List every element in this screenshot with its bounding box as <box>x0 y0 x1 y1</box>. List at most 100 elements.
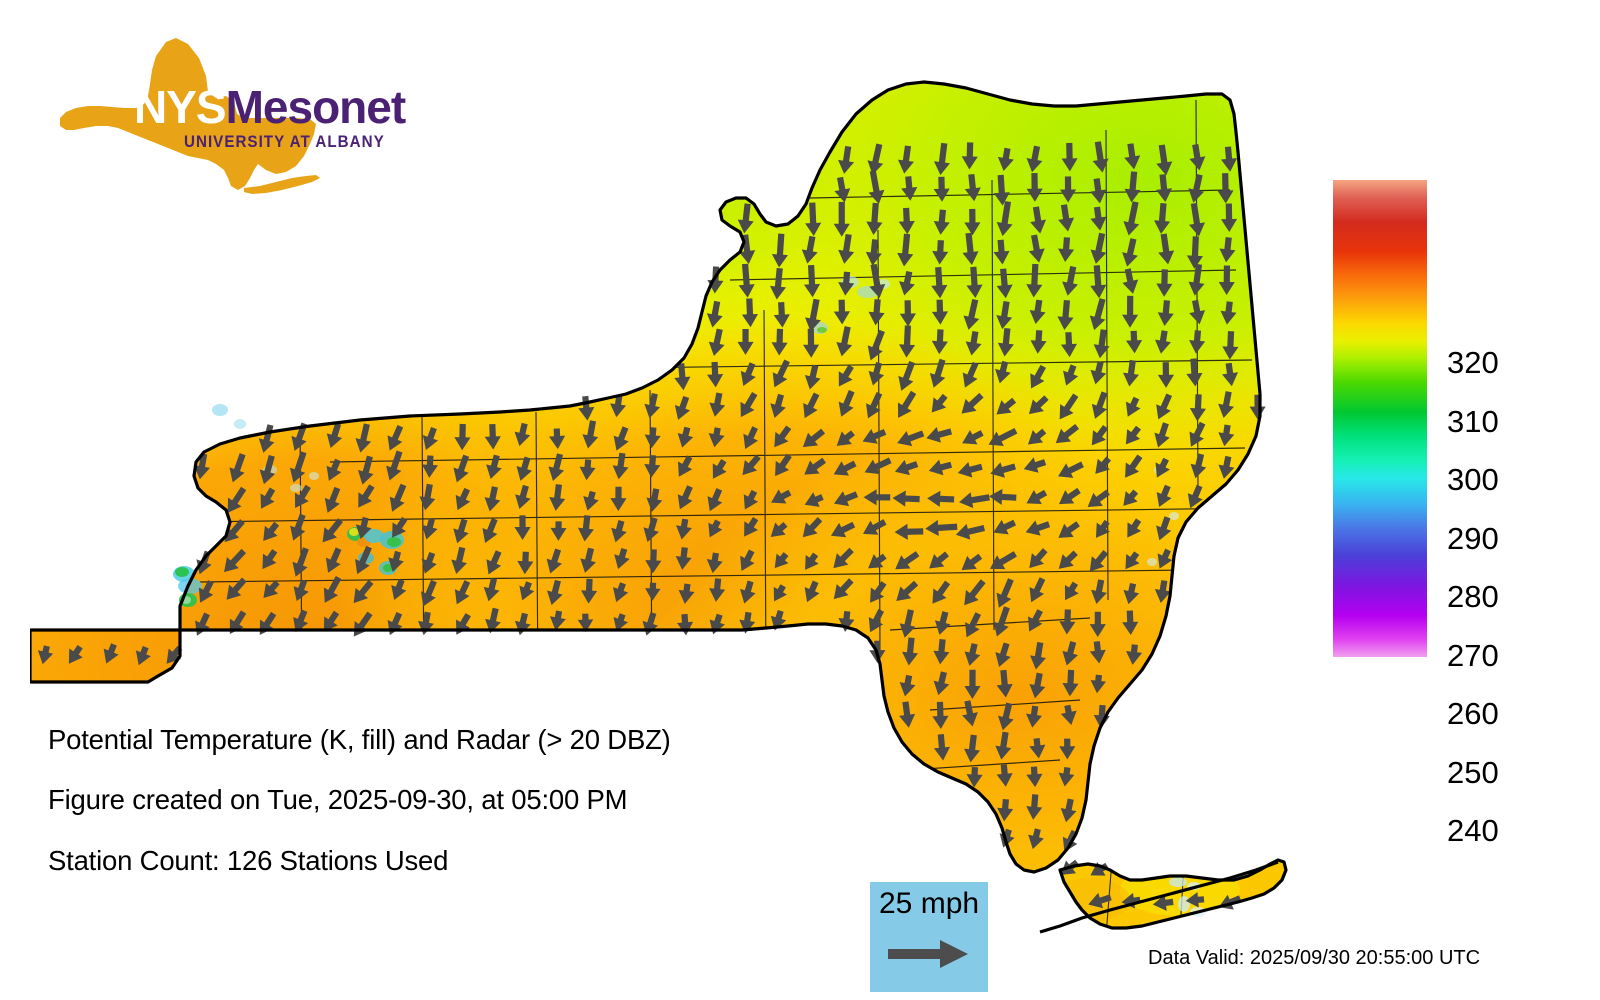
wind-arrow <box>355 545 372 575</box>
figure-title: Potential Temperature (K, fill) and Rada… <box>48 724 671 755</box>
wind-arrow <box>1089 611 1106 638</box>
wind-arrow <box>1090 232 1107 264</box>
wind-arrow <box>1026 145 1043 173</box>
wind-arrow <box>103 643 119 664</box>
wind-arrow <box>421 551 437 574</box>
wind-arrow <box>324 486 341 513</box>
wind-arrow <box>550 521 567 541</box>
wind-arrow <box>1122 238 1138 267</box>
wind-arrow <box>708 427 725 448</box>
wind-arrow <box>1030 330 1047 354</box>
wind-arrow <box>293 609 309 633</box>
wind-arrow <box>1188 263 1205 296</box>
wind-arrow <box>1089 550 1109 572</box>
wind-arrow <box>995 360 1011 384</box>
wind-arrow <box>547 579 563 606</box>
wind-arrow <box>988 427 1018 446</box>
wind-arrow <box>1218 455 1235 479</box>
wind-arrow <box>804 580 820 603</box>
wind-arrow <box>1061 142 1078 172</box>
wind-arrow <box>677 426 694 448</box>
wind-arrow <box>897 145 914 174</box>
wind-arrow <box>37 645 54 665</box>
wind-arrow <box>959 492 990 509</box>
wind-arrow <box>838 610 855 632</box>
wind-arrow <box>1025 520 1051 536</box>
colorbar-tick-310: 310 <box>1447 404 1499 439</box>
wind-arrow <box>1186 358 1203 387</box>
wind-arrow <box>1186 236 1203 269</box>
wind-arrow <box>1219 237 1236 263</box>
wind-arrow <box>830 521 856 538</box>
wind-arrow <box>706 300 723 328</box>
wind-arrow <box>741 298 759 328</box>
wind-arrow <box>1088 892 1112 909</box>
wind-arrow <box>742 454 761 476</box>
wind-arrow <box>1218 424 1235 447</box>
wind-arrow <box>1058 237 1075 263</box>
wind-arrow <box>260 487 276 509</box>
wind-arrow <box>964 579 986 606</box>
wind-arrow <box>392 516 408 538</box>
wind-arrow <box>899 674 916 697</box>
colorbar-tick-270: 270 <box>1447 638 1499 673</box>
wind-arrow <box>323 610 340 632</box>
wind-arrow <box>455 487 471 511</box>
wind-arrow <box>740 580 756 604</box>
wind-arrow <box>866 391 883 419</box>
map-canvas <box>30 80 1288 934</box>
wind-arrow <box>1156 144 1173 176</box>
wind-arrow <box>1218 265 1235 296</box>
right-arrow-icon <box>888 940 968 968</box>
wind-arrow <box>420 579 437 607</box>
wind-arrow <box>836 326 853 357</box>
wind-arrow <box>1189 394 1206 422</box>
wind-arrow <box>868 608 884 633</box>
wind-arrow <box>294 484 311 508</box>
wind-arrow <box>1029 548 1048 569</box>
wind-arrow <box>678 583 695 604</box>
wind-arrow <box>1156 393 1173 420</box>
wind-arrow <box>1249 394 1266 420</box>
wind-arrow <box>1030 364 1047 389</box>
wind-arrow <box>419 483 436 511</box>
wind-arrow <box>866 202 883 236</box>
wind-arrow <box>580 547 596 573</box>
wind-arrow <box>995 731 1012 760</box>
wind-arrow <box>1091 425 1109 446</box>
wind-arrow <box>771 328 788 356</box>
wind-arrow <box>1123 489 1139 506</box>
wind-arrow <box>1220 301 1237 325</box>
wind-arrow <box>1058 487 1081 505</box>
nys-mesonet-logo: NYSMesonet UNIVERSITY AT ALBANY <box>48 36 408 196</box>
wind-arrow <box>421 455 438 478</box>
wind-arrow <box>996 301 1013 330</box>
wind-arrow <box>902 637 919 666</box>
colorbar-tick-320: 320 <box>1447 345 1499 380</box>
wind-arrow <box>326 458 342 481</box>
wind-arrow <box>838 390 855 417</box>
wind-arrow <box>1059 609 1076 635</box>
wind-arrow <box>1060 704 1077 725</box>
wind-arrow <box>1152 894 1174 911</box>
wind-arrow <box>1187 484 1203 509</box>
wind-arrow <box>1158 233 1175 265</box>
wind-arrow <box>1028 828 1044 850</box>
wind-arrow <box>897 430 925 447</box>
wind-arrow <box>326 422 343 449</box>
wind-arrow <box>1095 456 1112 474</box>
wind-arrow <box>995 642 1011 668</box>
wind-arrow <box>862 428 887 444</box>
wind-arrow <box>613 613 628 632</box>
wind-arrow <box>583 490 599 511</box>
wind-arrow <box>990 462 1016 478</box>
wind-arrow <box>996 578 1014 608</box>
wind-arrow <box>997 702 1014 731</box>
wind-arrow <box>644 427 661 449</box>
wind-arrow <box>1222 362 1239 387</box>
wind-arrow <box>1064 581 1079 601</box>
wind-arrow <box>386 450 403 481</box>
wind-arrow <box>999 828 1015 848</box>
wind-arrow <box>1121 892 1141 909</box>
wind-arrow <box>1062 669 1079 697</box>
